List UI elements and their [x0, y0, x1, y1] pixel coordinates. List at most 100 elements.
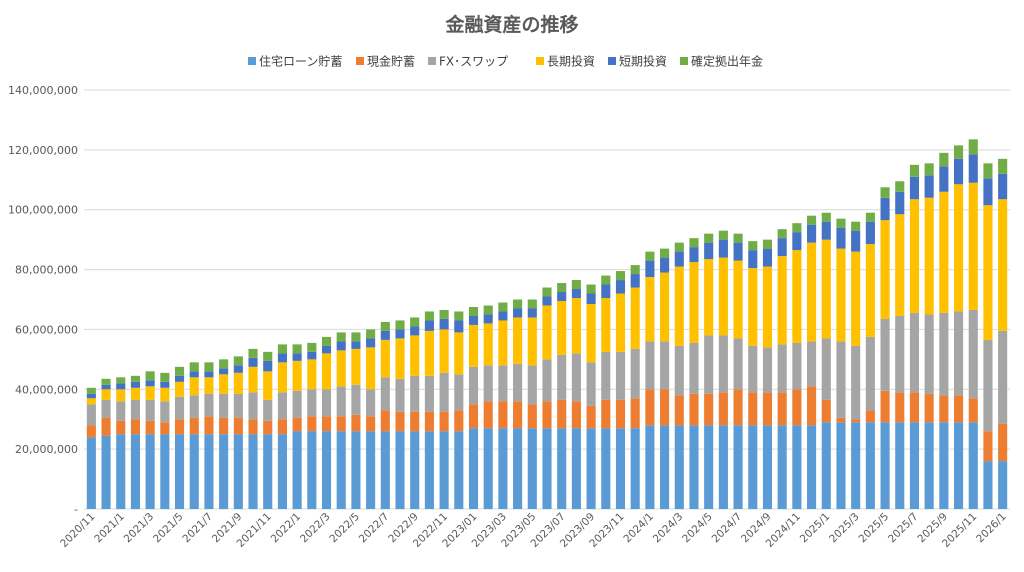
bar-segment	[660, 248, 670, 258]
bar-segment	[527, 299, 537, 309]
bar-segment	[366, 431, 376, 509]
bar-segment	[233, 393, 243, 418]
bar-segment	[836, 248, 846, 342]
legend-label: 住宅ローン貯蓄	[259, 54, 342, 69]
bar-stack	[86, 387, 96, 509]
bar-segment	[277, 344, 287, 354]
bar-segment	[895, 191, 905, 215]
bar-segment	[586, 428, 596, 509]
bar-segment	[292, 431, 302, 509]
bar-segment	[909, 422, 920, 509]
bar-segment	[116, 434, 126, 509]
x-tick-label: 2022/1	[269, 511, 304, 546]
bar-segment	[674, 266, 684, 346]
bar-segment	[233, 372, 243, 394]
bar-segment	[571, 401, 581, 429]
bar-segment	[630, 348, 640, 399]
bar-segment	[321, 389, 332, 417]
bar-segment	[571, 280, 581, 290]
bar-segment	[483, 323, 493, 366]
legend-label: FX･スワップ	[439, 55, 508, 69]
bar-segment	[615, 293, 626, 352]
bar-segment	[439, 431, 449, 509]
bar-segment	[615, 399, 626, 429]
bar-segment	[498, 401, 508, 429]
bar-segment	[615, 280, 626, 294]
bar-stack	[321, 336, 332, 509]
bar-segment	[983, 178, 993, 206]
bar-stack	[762, 239, 773, 509]
x-tick-label: 2020/11	[58, 511, 97, 550]
bar-segment	[836, 417, 846, 423]
bar-segment	[851, 345, 861, 420]
x-axis: 2020/112021/12021/32021/52021/72021/9202…	[58, 511, 1009, 550]
x-tick-label: 2026/1	[974, 511, 1009, 546]
bar-segment	[189, 395, 199, 418]
bar-segment	[454, 431, 464, 509]
bar-segment	[821, 221, 831, 240]
bar-stack	[527, 299, 537, 509]
bar-segment	[351, 348, 361, 385]
bar-stack	[953, 145, 964, 509]
bar-segment	[704, 425, 714, 509]
bar-segment	[983, 339, 993, 432]
bar-segment	[718, 425, 728, 509]
bar-stack	[483, 305, 493, 509]
bar-stack	[571, 280, 581, 509]
bar-segment	[498, 320, 508, 366]
bar-segment	[263, 360, 273, 372]
bar-segment	[160, 372, 170, 382]
bar-segment	[513, 401, 523, 429]
bar-segment	[351, 332, 361, 342]
bar-segment	[939, 395, 949, 423]
bar-segment	[513, 363, 523, 402]
chart-legend: 住宅ローン貯蓄 現金貯蓄 FX･スワップ 長期投資 短期投資 確定拠出年金	[248, 54, 763, 69]
bar-segment	[998, 461, 1008, 509]
bar-segment	[542, 428, 552, 509]
bar-segment	[277, 362, 287, 393]
bar-segment	[527, 308, 537, 318]
bar-segment	[748, 268, 758, 346]
bar-segment	[219, 368, 229, 375]
bar-segment	[601, 284, 611, 299]
x-tick-label: 2021/3	[122, 511, 157, 546]
bar-stack	[836, 218, 846, 509]
bar-segment	[762, 347, 773, 393]
bar-segment	[542, 401, 552, 429]
bar-segment	[777, 392, 787, 426]
bar-segment	[116, 389, 126, 402]
bar-segment	[277, 353, 287, 363]
bar-segment	[704, 259, 714, 336]
bar-segment	[130, 434, 141, 509]
bar-segment	[439, 309, 449, 319]
bar-segment	[733, 425, 743, 509]
bar-segment	[116, 383, 126, 390]
bar-segment	[792, 223, 802, 233]
bar-segment	[895, 422, 905, 509]
bar-segment	[542, 359, 552, 402]
legend-label: 現金貯蓄	[367, 54, 415, 69]
bar-segment	[204, 434, 214, 509]
bar-segment	[571, 289, 581, 299]
bar-segment	[660, 257, 670, 273]
x-tick-label: 2021/1	[92, 511, 127, 546]
bar-segment	[395, 378, 405, 412]
bar-stack	[777, 229, 787, 509]
bar-segment	[998, 330, 1008, 424]
bar-segment	[718, 392, 728, 426]
y-tick-label: -	[74, 503, 78, 516]
bar-segment	[160, 422, 170, 435]
bar-stack	[101, 378, 111, 509]
bar-segment	[307, 359, 317, 390]
bar-segment	[660, 425, 670, 509]
bar-segment	[292, 417, 302, 432]
bar-segment	[204, 416, 214, 435]
bar-segment	[807, 386, 817, 426]
bar-stack	[307, 342, 317, 509]
bar-segment	[498, 302, 508, 312]
bar-segment	[248, 392, 258, 420]
bar-segment	[130, 399, 141, 420]
bar-segment	[542, 296, 552, 306]
bar-segment	[968, 309, 978, 399]
